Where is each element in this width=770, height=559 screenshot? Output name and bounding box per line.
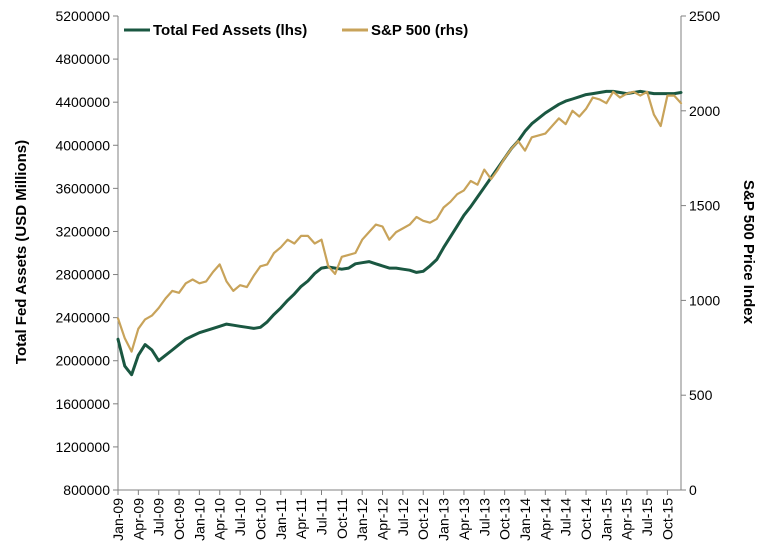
right-tick-label: 500 xyxy=(689,387,713,403)
left-tick-label: 5200000 xyxy=(55,8,110,24)
x-tick-label: Jan-11 xyxy=(273,498,289,540)
left-tick-label: 800000 xyxy=(63,482,110,498)
legend-label-sp500: S&P 500 (rhs) xyxy=(371,22,468,39)
right-tick-label: 1000 xyxy=(689,292,720,308)
x-tick-label: Apr-10 xyxy=(212,498,228,540)
series-line-fed-assets xyxy=(116,89,683,377)
x-tick-label: Jan-10 xyxy=(191,498,207,541)
x-tick-label: Oct-13 xyxy=(497,498,513,540)
x-tick-label: Apr-12 xyxy=(375,498,391,540)
right-tick-label: 0 xyxy=(689,482,697,498)
x-tick-label: Jul-13 xyxy=(476,498,492,536)
left-tick-label: 1200000 xyxy=(55,439,110,455)
x-tick-label: Jul-15 xyxy=(639,498,655,536)
x-tick-label: Apr-15 xyxy=(619,498,635,540)
x-tick-label: Jan-14 xyxy=(517,498,533,541)
left-axis-title: Total Fed Assets (USD Millions) xyxy=(13,140,30,364)
legend-label-fed-assets: Total Fed Assets (lhs) xyxy=(153,22,307,39)
series-line-sp500 xyxy=(116,90,683,353)
x-tick-label: Oct-15 xyxy=(659,498,675,540)
right-tick-label: 2500 xyxy=(689,8,720,24)
x-tick-label: Jul-12 xyxy=(395,498,411,536)
x-tick-label: Jan-09 xyxy=(110,498,126,541)
legend: Total Fed Assets (lhs) S&P 500 (rhs) xyxy=(124,22,468,39)
series-layer xyxy=(116,89,683,377)
right-axis-title: S&P 500 Price Index xyxy=(740,180,757,325)
left-tick-label: 4800000 xyxy=(55,51,110,67)
x-tick-label: Apr-11 xyxy=(293,498,309,539)
x-tick-label: Jan-15 xyxy=(598,498,614,541)
left-tick-label: 3600000 xyxy=(55,180,110,196)
left-tick-label: 2400000 xyxy=(55,310,110,326)
x-tick-label: Jul-10 xyxy=(232,498,248,536)
x-tick-label: Oct-10 xyxy=(252,498,268,540)
x-tick-label: Jul-11 xyxy=(313,498,329,535)
x-tick-label: Oct-14 xyxy=(578,498,594,540)
axes: 800000 1200000 1600000 2000000 2400000 280000… xyxy=(55,8,720,541)
left-tick-label: 3200000 xyxy=(55,223,110,239)
x-tick-label: Jan-13 xyxy=(436,498,452,541)
x-tick-label: Jul-09 xyxy=(151,498,167,536)
x-tick-label: Oct-09 xyxy=(171,498,187,540)
right-tick-label: 2000 xyxy=(689,103,720,119)
x-tick-label: Apr-13 xyxy=(456,498,472,540)
x-tick-label: Jul-14 xyxy=(558,498,574,536)
x-tick-label: Oct-11 xyxy=(334,498,350,539)
x-tick-label: Apr-14 xyxy=(537,498,553,540)
right-tick-label: 1500 xyxy=(689,198,720,214)
left-tick-label: 2000000 xyxy=(55,353,110,369)
x-tick-label: Oct-12 xyxy=(415,498,431,540)
x-tick-label: Jan-12 xyxy=(354,498,370,541)
left-tick-label: 2800000 xyxy=(55,267,110,283)
x-tick-label: Apr-09 xyxy=(130,498,146,540)
left-tick-label: 4400000 xyxy=(55,94,110,110)
left-tick-label: 4000000 xyxy=(55,137,110,153)
left-tick-label: 1600000 xyxy=(55,396,110,412)
